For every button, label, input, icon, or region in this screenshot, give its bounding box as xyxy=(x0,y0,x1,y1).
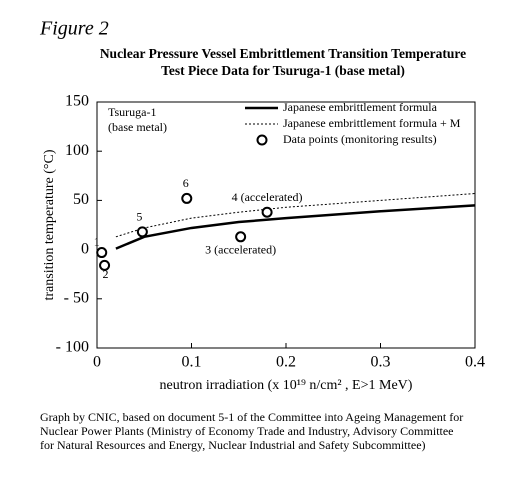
legend-label: Data points (monitoring results) xyxy=(283,132,437,146)
x-tick-label: 0.1 xyxy=(182,354,202,371)
point-label: 6 xyxy=(183,176,189,190)
data-point xyxy=(235,231,247,243)
point-label: 4 (accelerated) xyxy=(232,190,303,204)
inset-title: Tsuruga-1 xyxy=(108,105,156,119)
x-tick-label: 0.4 xyxy=(465,354,485,371)
y-tick-label: 150 xyxy=(65,93,89,110)
data-point xyxy=(181,192,193,204)
x-tick-label: 0.3 xyxy=(371,354,391,371)
chart-subtitle: Test Piece Data for Tsuruga-1 (base meta… xyxy=(161,63,405,78)
footnote: Graph by CNIC, based on document 5-1 of … xyxy=(40,410,463,424)
y-tick-label: 0 xyxy=(81,240,89,257)
footnote: Nuclear Power Plants (Ministry of Econom… xyxy=(40,424,454,438)
x-tick-label: 0.2 xyxy=(276,354,296,371)
point-label: 2 xyxy=(103,267,109,281)
x-tick-label: 0 xyxy=(93,354,101,371)
data-point xyxy=(136,226,148,238)
y-tick-label: 100 xyxy=(65,142,89,159)
point-label: 1 xyxy=(94,234,100,248)
footnote: for Natural Resources and Energy, Nuclea… xyxy=(40,438,426,452)
chart-title: Nuclear Pressure Vessel Embrittlement Tr… xyxy=(100,46,466,61)
data-point xyxy=(261,206,273,218)
data-point xyxy=(99,259,111,271)
data-point xyxy=(96,247,108,259)
y-tick-label: - 100 xyxy=(56,339,89,356)
legend-marker xyxy=(256,134,268,146)
figure-label: Figure 2 xyxy=(39,18,109,40)
y-tick-label: - 50 xyxy=(64,289,89,306)
legend-label: Japanese embrittlement formula + M xyxy=(283,116,461,130)
inset-title: (base metal) xyxy=(108,120,167,134)
legend-label: Japanese embrittlement formula xyxy=(283,100,438,114)
point-label: 5 xyxy=(136,210,142,224)
y-tick-label: 50 xyxy=(73,191,89,208)
formula-line xyxy=(115,204,476,250)
point-label: 3 (accelerated) xyxy=(205,243,276,257)
x-axis-label: neutron irradiation (x 10¹⁹ n/cm² , E>1 … xyxy=(160,378,413,393)
y-axis-label: transition temperature (°C) xyxy=(42,149,57,300)
